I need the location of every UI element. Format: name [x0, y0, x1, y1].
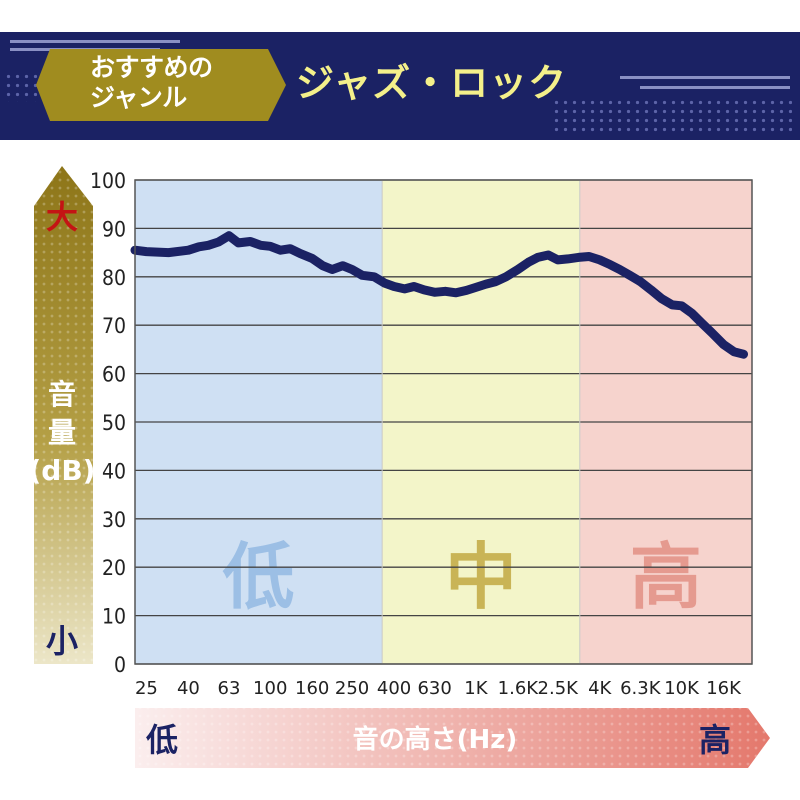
- x-tick-400: 400: [377, 678, 411, 699]
- x-tick-2.5K: 2.5K: [538, 678, 580, 699]
- pitch-low-label: 低: [146, 721, 178, 759]
- volume-low-label: 小: [46, 622, 78, 660]
- series-line-0: [130, 231, 748, 359]
- y-tick-10: 10: [102, 605, 126, 629]
- band-label-2: 高: [630, 535, 702, 619]
- y-tick-60: 60: [102, 363, 126, 387]
- genre-title: ジャズ・ロック: [296, 61, 568, 105]
- plot-frame: [134, 179, 753, 665]
- pitch-axis-arrow-dots: [135, 708, 770, 768]
- y-tick-labels: 0 10 20 30 40 50 60 70 80 90 100: [90, 169, 126, 677]
- x-tick-4K: 4K: [588, 678, 612, 699]
- y-tick-40: 40: [102, 459, 126, 483]
- header-stripe-right: [620, 76, 790, 79]
- x-tick-1.6K: 1.6K: [498, 678, 540, 699]
- x-tick-630: 630: [417, 678, 451, 699]
- x-tick-100: 100: [253, 678, 287, 699]
- badge-label: おすすめの ジャンル: [90, 53, 213, 112]
- x-tick-250: 250: [335, 678, 369, 699]
- volume-axis-arrow-dots: [34, 166, 93, 664]
- series-lines: [130, 231, 748, 359]
- x-tick-16K: 16K: [706, 678, 742, 699]
- y-tick-50: 50: [102, 411, 126, 435]
- y-tick-100: 100: [90, 169, 126, 193]
- x-tick-160: 160: [295, 678, 329, 699]
- x-tick-labels: 25 40 63 100 160 250 400 630 1K 1.6K 2.5K 4K 6.3K 10K…: [135, 678, 742, 699]
- volume-high-label: 大: [46, 198, 78, 236]
- x-tick-40: 40: [177, 678, 200, 699]
- x-tick-6.3K: 6.3K: [620, 678, 662, 699]
- header-stripe-right-2: [640, 86, 790, 89]
- y-tick-30: 30: [102, 508, 126, 532]
- x-tick-10K: 10K: [664, 678, 700, 699]
- x-tick-1K: 1K: [464, 678, 488, 699]
- x-tick-63: 63: [218, 678, 241, 699]
- band-label-1: 中: [445, 535, 517, 619]
- y-tick-80: 80: [102, 266, 126, 290]
- y-tick-20: 20: [102, 556, 126, 580]
- x-tick-25: 25: [135, 678, 158, 699]
- band-label-0: 低: [223, 535, 295, 619]
- x-axis-label: 音の高さ(Hz): [353, 724, 518, 755]
- header-stripe-top-left: [10, 40, 180, 43]
- y-axis-label: 音量(dB): [29, 378, 96, 487]
- y-tick-70: 70: [102, 314, 126, 338]
- y-tick-0: 0: [114, 653, 126, 677]
- y-tick-90: 90: [102, 217, 126, 241]
- band-labels: 低中高: [223, 535, 702, 619]
- pitch-high-label: 高: [699, 721, 731, 759]
- header-dots-right: [552, 98, 792, 134]
- recommended-genre-badge: [36, 49, 286, 121]
